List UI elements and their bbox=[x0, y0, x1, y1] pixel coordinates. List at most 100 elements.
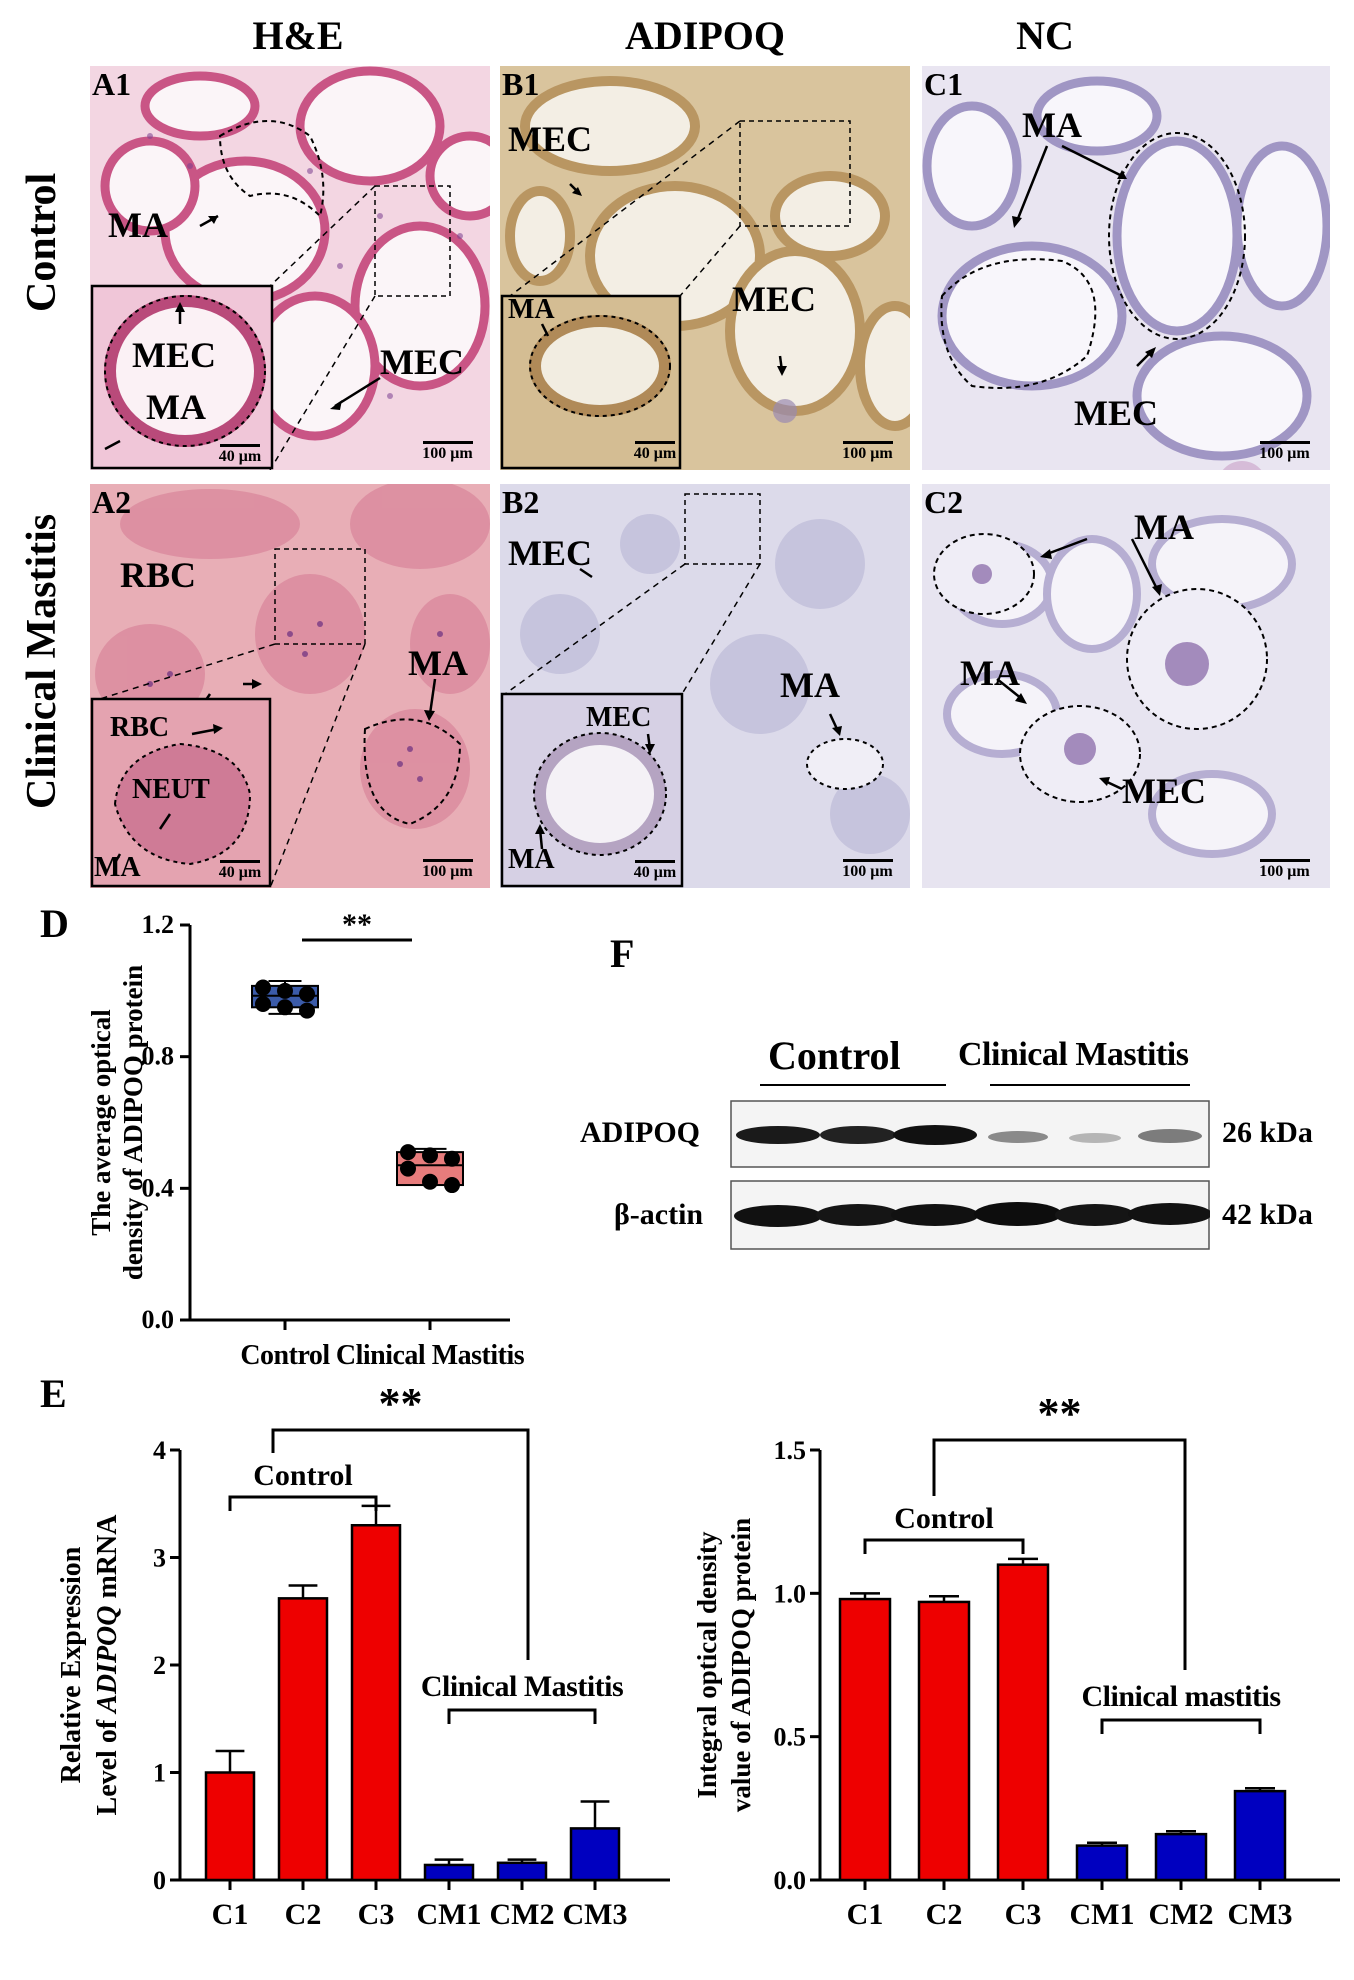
adipoq-ihc-image bbox=[500, 484, 910, 888]
significance-bracket bbox=[932, 1438, 1187, 1670]
nc-tissue-image bbox=[922, 66, 1330, 470]
bar bbox=[917, 1600, 971, 1882]
x-tick-label: CM2 bbox=[1149, 1898, 1214, 1931]
data-point bbox=[277, 982, 293, 999]
data-point bbox=[444, 1150, 460, 1167]
annotation-ma: MA bbox=[146, 387, 206, 427]
y-tick-label: 2 bbox=[153, 1651, 166, 1680]
annotation-ma: MA bbox=[1022, 105, 1082, 145]
panel-a1: A1 MA MEC MA MEC 40 μm 100 μm bbox=[90, 66, 490, 470]
annotation-mec: MEC bbox=[1122, 771, 1206, 811]
scale-bar-inset: 40 μm bbox=[215, 444, 265, 466]
panel-label-a1: A1 bbox=[92, 66, 132, 102]
panel-letter-f: F bbox=[610, 931, 635, 976]
blot-group-control: Control bbox=[768, 1033, 901, 1078]
data-point bbox=[422, 1173, 438, 1190]
panel-b2: B2 MEC MA MEC MA 40 μm 100 μm bbox=[500, 484, 910, 888]
panel-label-b2: B2 bbox=[502, 484, 540, 520]
chart-e-protein-bar: 0.0 0.5 1.0 1.5 C1 C2 C3 CM1 CM2 CM3 Control Clinic… bbox=[692, 1389, 1340, 1931]
panel-letter-e: E bbox=[40, 1371, 67, 1416]
y-axis-label: value of ADIPOQ protein bbox=[726, 1518, 756, 1812]
y-axis-label: The average optical bbox=[86, 1009, 116, 1236]
panel-label-c2: C2 bbox=[924, 484, 964, 520]
scale-bar-inset: 40 μm bbox=[630, 860, 680, 882]
blot-row-label-adipoq: ADIPOQ bbox=[580, 1116, 700, 1149]
scale-bar: 100 μm bbox=[835, 859, 900, 881]
y-axis-label: Integral optical density bbox=[692, 1531, 722, 1798]
data-point bbox=[400, 1144, 416, 1161]
column-title-nc: NC bbox=[1016, 13, 1074, 58]
blot-group-line-control bbox=[760, 1084, 946, 1086]
scale-bar: 100 μm bbox=[415, 441, 480, 463]
scale-bar: 100 μm bbox=[415, 859, 480, 881]
annotation-ma: MA bbox=[780, 665, 840, 705]
blot-row-size-adipoq: 26 kDa bbox=[1222, 1116, 1313, 1149]
data-point bbox=[255, 979, 271, 996]
data-point bbox=[444, 1177, 460, 1194]
group-bracket-control bbox=[228, 1495, 378, 1511]
annotation-rbc: RBC bbox=[110, 712, 170, 743]
x-tick-label: CM1 bbox=[1070, 1898, 1135, 1931]
group-bracket-mastitis bbox=[1100, 1718, 1262, 1734]
annotation-mec: MEC bbox=[508, 119, 592, 159]
y-axis-label: density of ADIPOQ protein bbox=[118, 965, 148, 1280]
bar bbox=[204, 1771, 256, 1882]
annotation-mec: MEC bbox=[508, 533, 592, 573]
group-bracket-control bbox=[863, 1538, 1025, 1554]
x-tick-label: CM1 bbox=[417, 1898, 482, 1931]
panel-c1: C1 MA MEC 100 μm bbox=[922, 66, 1330, 470]
chart-d-boxplot: 0.0 0.4 0.8 1.2 The average optical density o… bbox=[86, 908, 525, 1371]
x-tick-label: C1 bbox=[212, 1898, 249, 1931]
scale-bar-inset: 40 μm bbox=[630, 441, 680, 463]
column-title-adipoq: ADIPOQ bbox=[625, 13, 785, 58]
blot-group-line-mastitis bbox=[990, 1084, 1190, 1086]
x-tick-label: CM3 bbox=[563, 1898, 628, 1931]
scale-bar: 100 μm bbox=[1252, 441, 1317, 463]
y-tick-label: 0 bbox=[153, 1866, 166, 1895]
y-axis-label: Relative Expression bbox=[56, 1546, 87, 1783]
x-tick-label: C1 bbox=[847, 1898, 884, 1931]
blot-bands-adipoq bbox=[736, 1125, 1202, 1145]
chart-e-mrna-bar: 0 1 2 3 4 C1 C2 C3 CM1 CM2 CM3 Control Clinical Mast… bbox=[56, 1380, 670, 1931]
significance-label: ** bbox=[379, 1380, 423, 1428]
panel-label-b1: B1 bbox=[502, 66, 540, 102]
column-title-he: H&E bbox=[252, 13, 344, 58]
bar bbox=[1233, 1789, 1287, 1882]
panel-a2: A2 RBC MA RBC NEUT MA 40 μm 100 μm bbox=[90, 484, 490, 888]
bar bbox=[996, 1563, 1050, 1882]
data-point bbox=[299, 986, 315, 1003]
annotation-ma: MA bbox=[94, 852, 141, 883]
bar bbox=[496, 1861, 548, 1882]
western-blot: Control Clinical Mastitis ADIPOQ 26 kDa … bbox=[580, 1020, 1350, 1280]
bar bbox=[277, 1597, 329, 1882]
y-tick-label: 1.2 bbox=[142, 910, 175, 939]
he-tissue-image bbox=[90, 66, 490, 470]
x-tick-label: C3 bbox=[1005, 1898, 1042, 1931]
blot-membrane bbox=[730, 1100, 1210, 1250]
annotation-neut: NEUT bbox=[132, 774, 210, 805]
bar bbox=[569, 1827, 621, 1882]
data-point bbox=[400, 1160, 416, 1177]
x-tick-label: C2 bbox=[285, 1898, 322, 1931]
annotation-ma: MA bbox=[1134, 507, 1194, 547]
row-title-control: Control bbox=[19, 172, 65, 312]
y-tick-label: 1.0 bbox=[774, 1579, 807, 1608]
x-tick-label: CM3 bbox=[1228, 1898, 1293, 1931]
y-tick-label: 3 bbox=[153, 1544, 166, 1573]
panel-c2: C2 MA MA MEC 100 μm bbox=[922, 484, 1330, 888]
data-point bbox=[299, 1002, 315, 1019]
group-label-control: Control bbox=[253, 1459, 352, 1492]
x-tick-label: Clinical Mastitis bbox=[336, 1340, 525, 1371]
annotation-ma: MA bbox=[108, 205, 168, 245]
scale-bar: 100 μm bbox=[1252, 859, 1317, 881]
y-tick-label: 0.0 bbox=[774, 1866, 807, 1895]
annotation-mec: MEC bbox=[586, 702, 652, 733]
bar bbox=[838, 1597, 892, 1882]
group-label-mastitis: Clinical mastitis bbox=[1082, 1680, 1281, 1713]
x-tick-label: C2 bbox=[926, 1898, 963, 1931]
blot-row-label-actin: β-actin bbox=[614, 1198, 704, 1231]
annotation-ma: MA bbox=[408, 643, 468, 683]
he-tissue-image bbox=[90, 484, 490, 888]
adipoq-ihc-image bbox=[500, 66, 910, 470]
annotation-mec: MEC bbox=[1074, 393, 1158, 433]
